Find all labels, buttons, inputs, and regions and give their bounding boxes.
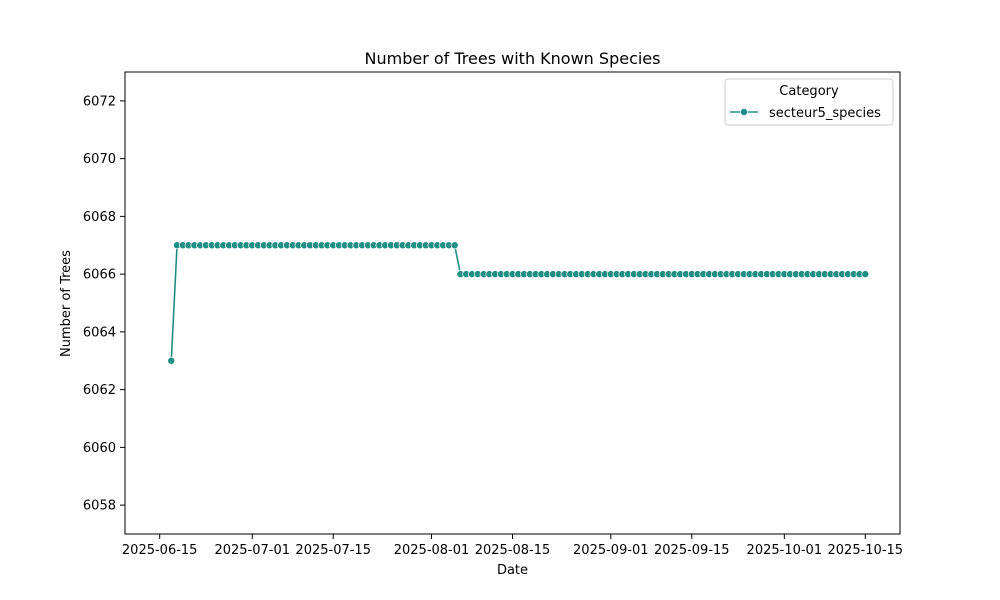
x-tick-label: 2025-07-15 <box>295 543 371 558</box>
x-tick-label: 2025-06-15 <box>122 543 198 558</box>
data-point <box>861 270 870 279</box>
legend-entry-label: secteur5_species <box>769 106 881 121</box>
y-tick-label: 6070 <box>83 152 116 167</box>
x-tick-label: 2025-08-01 <box>394 543 470 558</box>
y-tick-label: 6060 <box>83 441 116 456</box>
x-tick-label: 2025-09-01 <box>573 543 649 558</box>
y-axis-label: Number of Trees <box>59 250 74 357</box>
legend-swatch-marker <box>740 108 748 116</box>
y-axis: 6058 6060 6062 6064 6066 6068 6070 6072 <box>83 94 125 514</box>
chart-title: Number of Trees with Known Species <box>365 49 661 68</box>
y-tick-label: 6062 <box>83 383 116 398</box>
x-axis-label: Date <box>497 563 528 578</box>
y-tick-label: 6066 <box>83 268 116 283</box>
legend-box <box>724 78 894 126</box>
y-tick-label: 6064 <box>83 325 116 340</box>
series-layer <box>167 241 870 365</box>
y-tick-label: 6058 <box>83 499 116 514</box>
x-tick-label: 2025-10-01 <box>747 543 823 558</box>
x-tick-label: 2025-09-15 <box>654 543 730 558</box>
x-tick-label: 2025-08-15 <box>475 543 551 558</box>
x-tick-label: 2025-10-15 <box>828 543 904 558</box>
x-axis: 2025-06-15 2025-07-01 2025-07-15 2025-08-01… <box>122 534 903 558</box>
data-point <box>167 356 176 365</box>
legend: Category secteur5_species <box>724 78 894 126</box>
data-point <box>450 241 459 250</box>
y-tick-label: 6072 <box>83 94 116 109</box>
x-tick-label: 2025-07-01 <box>214 543 290 558</box>
legend-title: Category <box>779 84 839 99</box>
y-tick-label: 6068 <box>83 210 116 225</box>
